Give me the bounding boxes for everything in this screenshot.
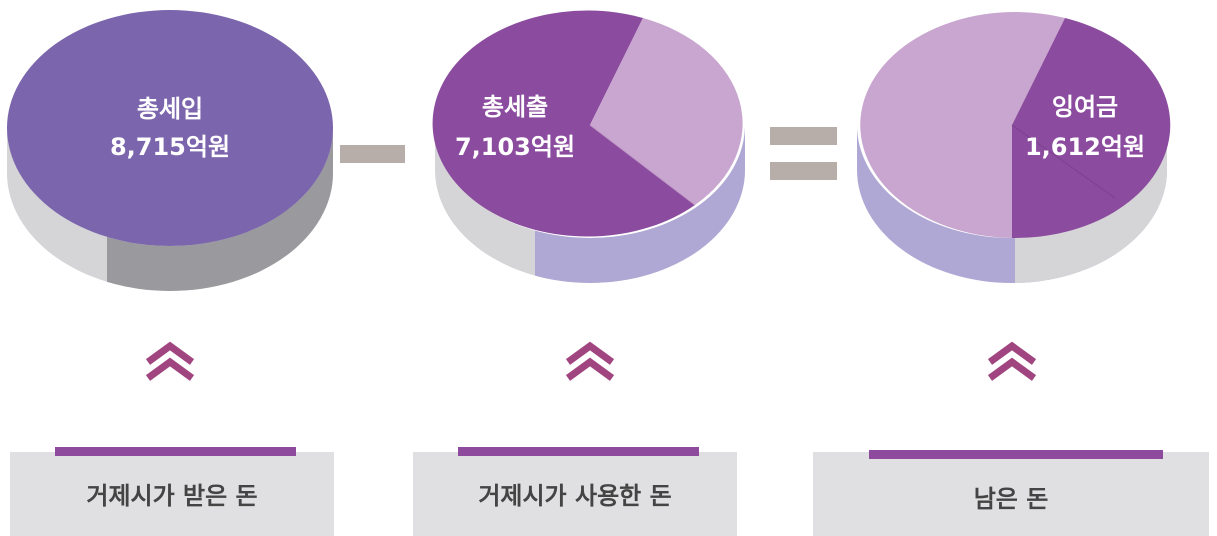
pie-title: 총세출 [482,93,548,121]
equals-sign [770,162,837,180]
caption-bar [869,450,1163,459]
equals-sign [770,127,837,145]
chevrons [145,341,1037,381]
pie-amount: 7,103억원 [455,133,575,161]
caption-bar [55,447,296,456]
minus-sign [340,145,405,163]
caption-box [10,452,334,536]
caption-box [813,452,1209,536]
caption-box [413,452,737,536]
pie-title: 잉여금 [1052,93,1118,121]
pie-income [7,10,333,291]
caption: 남은 돈 [974,485,1049,513]
pie-surplus [857,12,1171,283]
caption: 거제시가 사용한 돈 [478,482,671,510]
pie-amount: 1,612억원 [1025,133,1145,161]
caption: 거제시가 받은 돈 [86,482,257,510]
pie-amount: 8,715억원 [110,133,230,161]
pie-expense [432,10,745,283]
caption-bar [458,447,699,456]
pie-title: 총세입 [137,95,203,123]
